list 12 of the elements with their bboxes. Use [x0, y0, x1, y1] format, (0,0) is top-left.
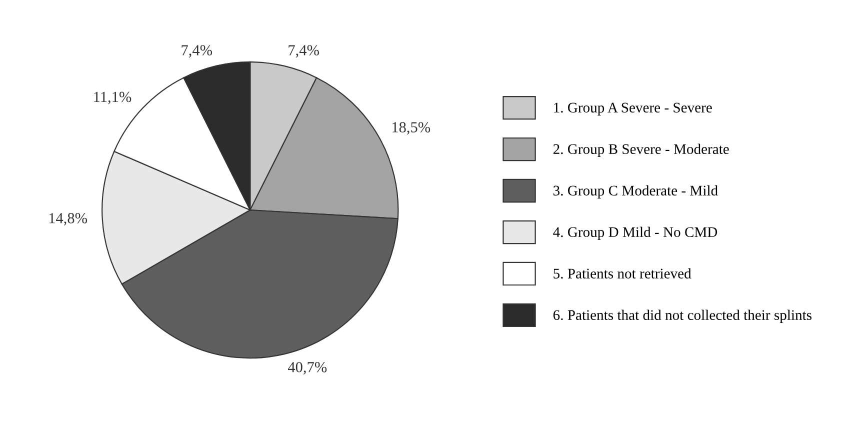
legend-label: 2. Group B Severe - Moderate [553, 144, 729, 157]
legend-label: 4. Group D Mild - No CMD [553, 226, 718, 240]
legend-label: 5. Patients not retrieved [554, 268, 692, 279]
data-label: 40,7% [288, 362, 327, 374]
data-label: 7,4% [182, 45, 212, 58]
data-label: 18,5% [392, 122, 430, 135]
legend-label: 1. Group A Severe - Severe [554, 102, 712, 116]
data-label: 11,1% [94, 92, 132, 104]
data-label: 14,8% [49, 213, 88, 226]
legend-label: 3. Group C Moderate - Mild [554, 185, 718, 198]
data-label: 7,4% [288, 45, 319, 58]
legend-label: 6. Patients that did not collected their splints [553, 310, 812, 323]
